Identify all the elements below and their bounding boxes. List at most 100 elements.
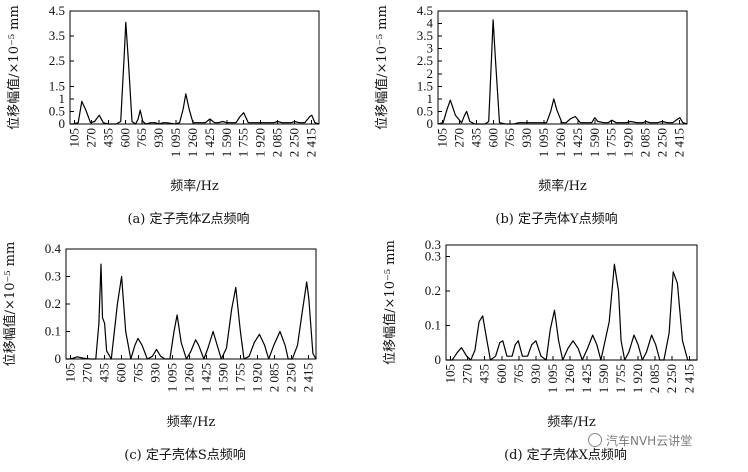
x-tick-label: 270 — [460, 364, 475, 384]
watermark: 汽车NVH云讲堂 — [588, 431, 738, 449]
plot-frame — [445, 244, 698, 361]
plot-frame — [69, 10, 320, 125]
x-axis-label: 频率/Hz — [170, 178, 219, 194]
x-tick-label: 765 — [511, 364, 526, 384]
x-axis-label: 频率/Hz — [547, 414, 596, 430]
x-tick-label: 1 590 — [219, 128, 234, 157]
x-tick-label: 1 095 — [164, 363, 179, 392]
x-tick-label: 930 — [519, 128, 534, 148]
y-tick-label: 0 — [59, 116, 66, 131]
x-tick-label: 1 425 — [579, 364, 594, 393]
series-line — [437, 19, 688, 125]
x-tick-label: 2 250 — [664, 364, 679, 393]
x-tick-label: 765 — [134, 128, 149, 148]
chart-panel-x: 0.3 0.3 0.2 0.1 0 105 270 435 600 765 930 1 095 1 26… — [374, 236, 748, 472]
chart-panel-s: 0.4 0.3 0.2 0.1 0 105 270 435 600 765 930 1 095 1 26… — [0, 236, 374, 472]
x-tick-label: 435 — [97, 363, 112, 383]
y-tick-label: 4.5 — [417, 3, 433, 18]
chart-panel-z: 4.5 3.5 2.5 1.5 1 0.5 0 105 270 435 600 765 930 1 095… — [0, 0, 374, 236]
y-tick-label: 2.5 — [417, 53, 433, 68]
y-axis-label: 位移幅值/×10⁻⁵ mm — [374, 5, 390, 130]
x-tick-label: 2 250 — [654, 128, 669, 157]
x-tick-label: 600 — [117, 128, 132, 148]
x-tick-label: 2 085 — [638, 128, 653, 157]
x-tick-label: 1 755 — [236, 128, 251, 157]
x-tick-label: 1 920 — [621, 128, 636, 157]
x-tick-label: 930 — [528, 364, 543, 384]
x-tick-label: 1 920 — [630, 364, 645, 393]
figure-caption: (d) 定子壳体X点频响 — [504, 447, 627, 463]
x-tick-label: 2 250 — [286, 128, 301, 157]
y-tick-label: 0 — [55, 351, 62, 366]
x-tick-label: 1 425 — [202, 128, 217, 157]
y-tick-label: 0 — [435, 352, 442, 367]
x-tick-label: 2 415 — [671, 128, 686, 157]
x-tick-label: 930 — [148, 363, 163, 383]
figure-caption: (c) 定子壳体S点频响 — [124, 447, 245, 463]
x-tick-label: 1 095 — [168, 128, 183, 157]
y-tick-label: 1.5 — [417, 78, 433, 93]
x-tick-label: 2 415 — [300, 363, 315, 392]
y-tick-label: 0.2 — [45, 296, 61, 311]
y-tick-label: 0.3 — [45, 269, 61, 284]
x-tick-label: 1 590 — [587, 128, 602, 157]
y-tick-label: 3.5 — [49, 28, 65, 43]
series-line — [446, 263, 697, 361]
y-tick-label: 0.3 — [425, 249, 441, 264]
x-tick-label: 105 — [63, 363, 78, 383]
x-tick-label: 1 425 — [570, 128, 585, 157]
figure-caption: (a) 定子壳体Z点频响 — [127, 211, 249, 227]
x-tick-label: 765 — [131, 363, 146, 383]
x-tick-label: 600 — [114, 363, 129, 383]
x-axis-label: 频率/Hz — [167, 414, 216, 430]
y-tick-label: 0.1 — [45, 324, 61, 339]
x-tick-label: 600 — [494, 364, 509, 384]
plot-frame — [65, 248, 317, 360]
x-tick-label: 930 — [151, 128, 166, 148]
x-tick-label: 2 085 — [647, 364, 662, 393]
y-tick-label: 0.5 — [417, 103, 433, 118]
x-tick-label: 1 095 — [545, 364, 560, 393]
x-tick-label: 1 260 — [181, 363, 196, 392]
y-tick-label: 0.1 — [425, 318, 441, 333]
x-tick-label: 1 920 — [249, 363, 264, 392]
x-tick-label: 270 — [80, 363, 95, 383]
watermark-text: 汽车NVH云讲堂 — [606, 433, 693, 448]
x-tick-label: 105 — [67, 128, 82, 148]
x-tick-label: 270 — [84, 128, 99, 148]
x-tick-label: 1 755 — [232, 363, 247, 392]
x-tick-label: 765 — [502, 128, 517, 148]
x-tick-label: 1 755 — [604, 128, 619, 157]
y-tick-label: 1 — [59, 91, 66, 106]
x-tick-label: 435 — [100, 128, 115, 148]
series-line — [66, 263, 317, 360]
x-tick-label: 1 590 — [215, 363, 230, 392]
x-tick-label: 1 755 — [613, 364, 628, 393]
x-tick-label: 600 — [485, 128, 500, 148]
x-tick-label: 2 415 — [681, 364, 696, 393]
x-tick-label: 105 — [443, 364, 458, 384]
x-tick-label: 105 — [435, 128, 450, 148]
x-axis-label: 频率/Hz — [538, 178, 587, 194]
x-tick-label: 1 260 — [553, 128, 568, 157]
x-tick-label: 2 085 — [270, 128, 285, 157]
y-tick-label: 1 — [427, 91, 434, 106]
x-tick-label: 1 590 — [596, 364, 611, 393]
y-tick-label: 4.5 — [49, 3, 65, 18]
x-tick-label: 1 260 — [185, 128, 200, 157]
y-tick-label: 4 — [427, 16, 434, 31]
figure-caption: (b) 定子壳体Y点频响 — [495, 211, 617, 227]
x-tick-label: 2 250 — [283, 363, 298, 392]
y-tick-label: 2.5 — [49, 53, 65, 68]
y-axis-label: 位移幅值/×10⁻⁵ mm — [2, 242, 18, 367]
watermark-logo-icon — [588, 433, 602, 447]
y-tick-label: 1.5 — [49, 78, 65, 93]
series-line — [70, 21, 320, 125]
y-tick-label: 0.2 — [425, 283, 441, 298]
x-tick-label: 1 260 — [562, 364, 577, 393]
y-tick-label: 0 — [427, 116, 434, 131]
